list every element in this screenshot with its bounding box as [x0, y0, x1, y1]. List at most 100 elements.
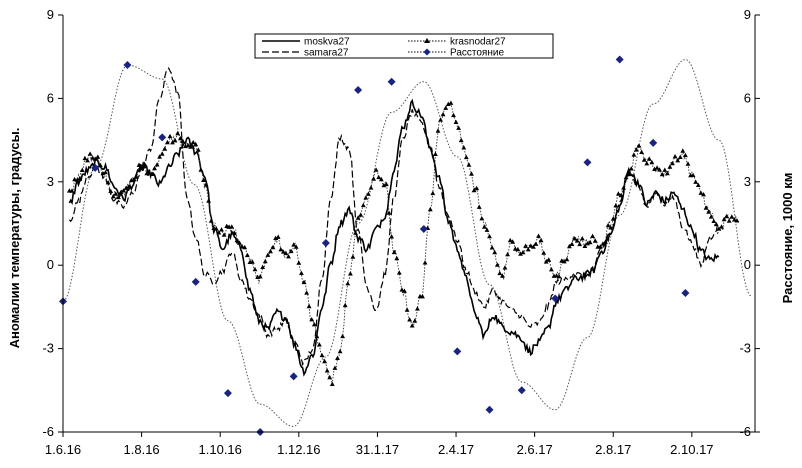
y2-tick-label: 6 — [744, 90, 751, 105]
x-tick-label: 2.4.17 — [438, 442, 474, 457]
series-point-krasnodar27 — [734, 218, 740, 223]
series-point-krasnodar27 — [98, 162, 103, 168]
series-point-krasnodar27 — [177, 135, 183, 141]
series-point-krasnodar27 — [113, 191, 119, 196]
series-point-krasnodar27 — [538, 237, 544, 243]
series-point-krasnodar27 — [306, 303, 312, 309]
series-point-krasnodar27 — [541, 250, 547, 255]
series-point-krasnodar27 — [685, 161, 691, 166]
series-point-krasnodar27 — [342, 302, 348, 308]
series-point-krasnodar27 — [82, 155, 88, 161]
series-point-krasnodar27 — [172, 138, 178, 143]
series-point-krasnodar27 — [304, 290, 309, 295]
y2-tick-label: 0 — [744, 257, 751, 272]
x-tick-label: 2.8.17 — [595, 442, 631, 457]
series-point-krasnodar27 — [487, 233, 492, 239]
series-point-krasnodar27 — [152, 165, 157, 171]
series-point-krasnodar27 — [77, 175, 83, 181]
series-point-krasnodar27 — [108, 188, 114, 193]
series-point-krasnodar27 — [121, 188, 126, 193]
series-point-krasnodar27 — [716, 226, 722, 231]
series-point-krasnodar27 — [386, 210, 392, 215]
series-point-krasnodar27 — [126, 184, 132, 189]
series-point-rasstoyanie — [158, 133, 167, 142]
series-point-krasnodar27 — [275, 234, 281, 239]
series-point-rasstoyanie — [517, 386, 526, 395]
series-point-krasnodar27 — [268, 248, 273, 254]
series-point-krasnodar27 — [134, 174, 139, 179]
series-point-rasstoyanie — [615, 55, 624, 64]
y2-tick-label: 3 — [744, 174, 751, 189]
series-point-krasnodar27 — [533, 241, 539, 246]
series-point-krasnodar27 — [175, 130, 181, 136]
series-point-krasnodar27 — [618, 192, 624, 198]
series-point-krasnodar27 — [366, 191, 371, 196]
series-point-krasnodar27 — [680, 148, 686, 153]
plot-frame — [62, 15, 756, 433]
series-point-krasnodar27 — [180, 138, 186, 143]
series-point-krasnodar27 — [608, 225, 614, 230]
series-point-krasnodar27 — [569, 241, 575, 246]
series-point-krasnodar27 — [407, 317, 412, 322]
series-point-krasnodar27 — [286, 254, 291, 259]
series-point-krasnodar27 — [543, 259, 549, 264]
series-point-krasnodar27 — [270, 244, 276, 250]
series-point-krasnodar27 — [193, 141, 199, 147]
series-point-krasnodar27 — [652, 166, 657, 171]
axis-ticks: -6 -3 0 3 6 9 -6 -3 0 3 6 9 1.6.16 1.8.16 1.10.16 1.12.… — [42, 7, 760, 457]
series-line-rasstoyanie — [62, 58, 752, 427]
series-point-krasnodar27 — [146, 170, 152, 175]
series-point-krasnodar27 — [322, 358, 327, 364]
series-point-krasnodar27 — [471, 187, 477, 193]
series-point-krasnodar27 — [69, 188, 75, 193]
y-tick-label: -6 — [42, 424, 54, 439]
series-point-krasnodar27 — [708, 214, 714, 219]
series-point-krasnodar27 — [456, 125, 461, 130]
series-point-krasnodar27 — [574, 238, 580, 243]
series-point-rasstoyanie — [321, 238, 330, 247]
x-tick-label: 1.6.16 — [45, 442, 81, 457]
series-point-krasnodar27 — [278, 247, 284, 252]
series-point-krasnodar27 — [198, 167, 204, 172]
series-point-krasnodar27 — [502, 265, 508, 270]
x-tick-label: 1.8.16 — [124, 442, 160, 457]
series-point-rasstoyanie — [123, 61, 132, 70]
series-point-krasnodar27 — [355, 215, 361, 220]
series-point-krasnodar27 — [167, 133, 173, 139]
series-point-krasnodar27 — [185, 142, 191, 148]
series-point-krasnodar27 — [523, 243, 528, 248]
series-point-krasnodar27 — [92, 156, 98, 161]
series-point-rasstoyanie — [649, 138, 658, 147]
series-point-krasnodar27 — [239, 244, 245, 249]
series-point-krasnodar27 — [358, 212, 364, 217]
series-point-krasnodar27 — [536, 233, 541, 238]
legend-label-krasnodar27: krasnodar27 — [450, 37, 506, 48]
series-point-krasnodar27 — [136, 162, 142, 167]
series-point-rasstoyanie — [583, 158, 592, 167]
y2-tick-label: -3 — [739, 341, 751, 356]
series-point-krasnodar27 — [329, 381, 335, 386]
series-point-krasnodar27 — [634, 147, 639, 152]
series-point-krasnodar27 — [420, 294, 425, 299]
series-point-krasnodar27 — [430, 190, 436, 196]
series-point-krasnodar27 — [469, 171, 474, 176]
series-point-krasnodar27 — [229, 224, 235, 229]
series-point-krasnodar27 — [288, 248, 294, 254]
series-point-krasnodar27 — [195, 147, 201, 152]
series-point-krasnodar27 — [610, 216, 616, 221]
series-point-krasnodar27 — [371, 176, 376, 181]
series-point-krasnodar27 — [301, 279, 307, 285]
series-point-krasnodar27 — [641, 157, 647, 162]
series-point-krasnodar27 — [598, 244, 603, 249]
series-point-rasstoyanie — [289, 372, 298, 381]
series-point-krasnodar27 — [592, 238, 598, 243]
series-point-krasnodar27 — [337, 348, 343, 354]
series-point-krasnodar27 — [616, 191, 621, 196]
series-point-krasnodar27 — [515, 246, 521, 252]
series-point-krasnodar27 — [165, 139, 170, 145]
series-point-krasnodar27 — [683, 152, 688, 158]
series-point-krasnodar27 — [213, 226, 219, 231]
series-point-krasnodar27 — [412, 318, 418, 323]
series-point-krasnodar27 — [623, 174, 629, 180]
x-tick-label: 1.12.16 — [277, 442, 320, 457]
